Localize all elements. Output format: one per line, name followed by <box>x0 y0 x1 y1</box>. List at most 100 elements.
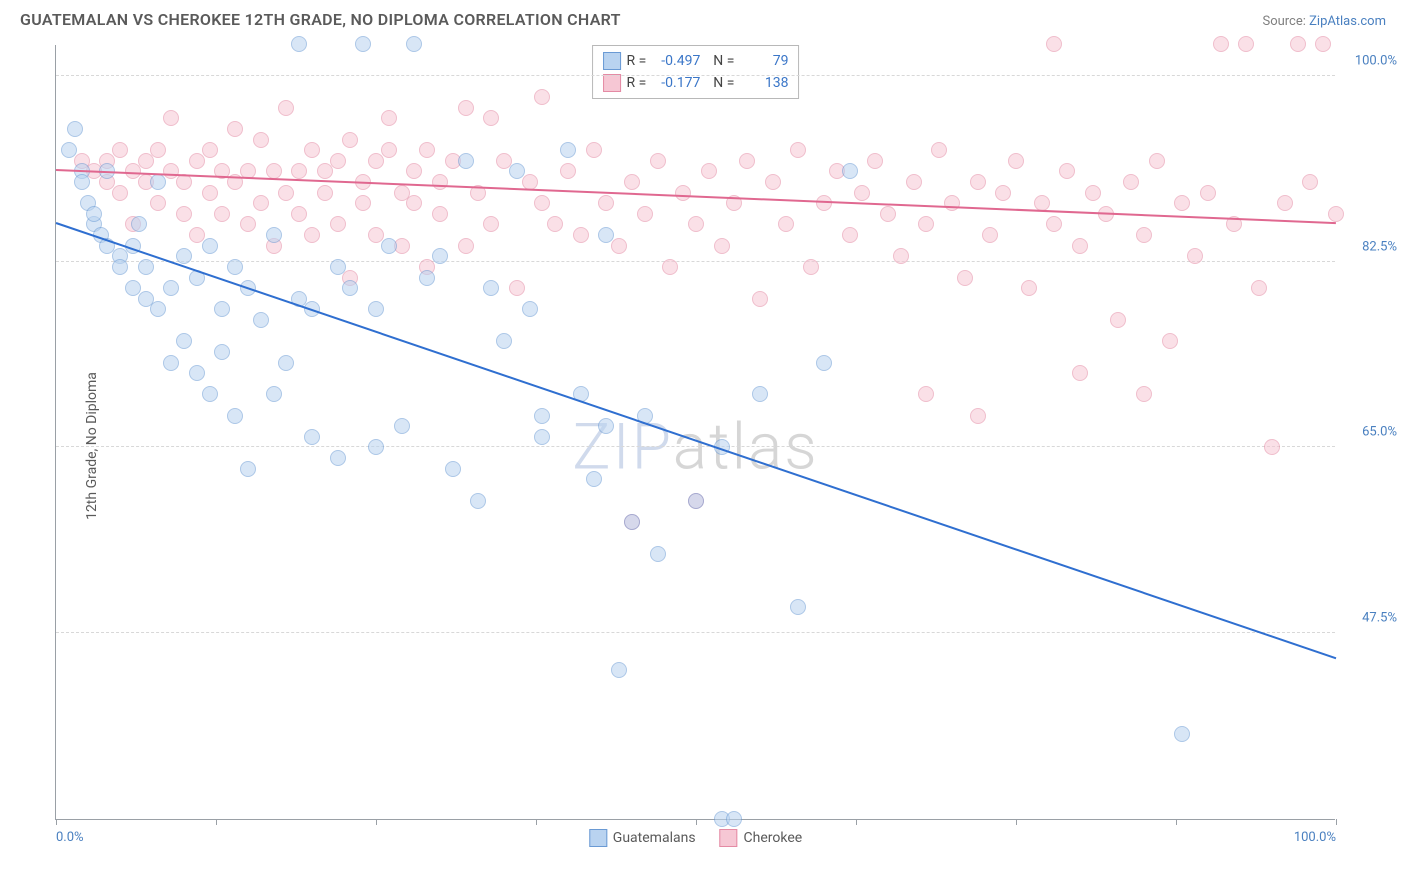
data-point <box>291 163 307 179</box>
data-point <box>330 216 346 232</box>
y-tick-label: 65.0% <box>1362 425 1397 440</box>
data-point <box>534 195 550 211</box>
x-tick-label: 0.0% <box>56 830 84 845</box>
data-point <box>1187 248 1203 264</box>
data-point <box>509 280 525 296</box>
data-point <box>432 206 448 222</box>
data-point <box>1046 36 1062 52</box>
data-point <box>150 301 166 317</box>
data-point <box>970 408 986 424</box>
data-point <box>163 110 179 126</box>
x-tick <box>376 819 377 825</box>
data-point <box>112 259 128 275</box>
data-point <box>611 238 627 254</box>
x-tick <box>1176 819 1177 825</box>
legend-swatch <box>720 829 738 847</box>
data-point <box>611 662 627 678</box>
data-point <box>1174 195 1190 211</box>
data-point <box>394 418 410 434</box>
data-point <box>291 206 307 222</box>
data-point <box>406 163 422 179</box>
data-point <box>202 238 218 254</box>
data-point <box>573 227 589 243</box>
data-point <box>1059 163 1075 179</box>
data-point <box>662 259 678 275</box>
data-point <box>483 280 499 296</box>
data-point <box>202 386 218 402</box>
data-point <box>1085 185 1101 201</box>
data-point <box>470 493 486 509</box>
source-link[interactable]: ZipAtlas.com <box>1309 14 1386 29</box>
legend-label: Cherokee <box>744 830 803 846</box>
data-point <box>368 301 384 317</box>
data-point <box>304 429 320 445</box>
data-point <box>131 216 147 232</box>
data-point <box>1315 36 1331 52</box>
data-point <box>458 153 474 169</box>
data-point <box>61 142 77 158</box>
data-point <box>304 227 320 243</box>
data-point <box>381 142 397 158</box>
data-point <box>598 227 614 243</box>
data-point <box>214 344 230 360</box>
data-point <box>509 163 525 179</box>
data-point <box>496 333 512 349</box>
data-point <box>1072 238 1088 254</box>
data-point <box>1290 36 1306 52</box>
data-point <box>1238 36 1254 52</box>
data-point <box>803 259 819 275</box>
data-point <box>906 174 922 190</box>
gridline <box>56 632 1335 633</box>
data-point <box>918 386 934 402</box>
data-point <box>624 514 640 530</box>
data-point <box>1149 153 1165 169</box>
source-attribution: Source: ZipAtlas.com <box>1262 14 1386 29</box>
stat-n-value: 138 <box>740 75 788 91</box>
data-point <box>355 195 371 211</box>
data-point <box>278 185 294 201</box>
data-point <box>150 195 166 211</box>
data-point <box>291 36 307 52</box>
data-point <box>214 206 230 222</box>
data-point <box>381 110 397 126</box>
data-point <box>189 365 205 381</box>
data-point <box>304 142 320 158</box>
source-prefix: Source: <box>1262 14 1309 29</box>
data-point <box>1200 185 1216 201</box>
x-tick <box>216 819 217 825</box>
x-tick <box>856 819 857 825</box>
data-point <box>278 355 294 371</box>
data-point <box>1136 227 1152 243</box>
data-point <box>176 248 192 264</box>
data-point <box>342 280 358 296</box>
regression-line <box>56 223 1337 660</box>
stats-legend-box: R = -0.497 N = 79R = -0.177 N = 138 <box>592 45 800 99</box>
data-point <box>1213 36 1229 52</box>
data-point <box>586 142 602 158</box>
data-point <box>534 408 550 424</box>
x-tick-label: 100.0% <box>1294 830 1336 845</box>
data-point <box>534 89 550 105</box>
data-point <box>637 206 653 222</box>
data-point <box>330 450 346 466</box>
data-point <box>176 206 192 222</box>
data-point <box>138 259 154 275</box>
data-point <box>355 36 371 52</box>
data-point <box>406 36 422 52</box>
data-point <box>227 121 243 137</box>
data-point <box>688 493 704 509</box>
y-tick-label: 82.5% <box>1362 239 1397 254</box>
data-point <box>458 100 474 116</box>
stat-r-label: R = <box>627 53 647 69</box>
data-point <box>445 461 461 477</box>
data-point <box>1021 280 1037 296</box>
gridline <box>56 261 1335 262</box>
data-point <box>330 259 346 275</box>
data-point <box>406 195 422 211</box>
data-point <box>1174 726 1190 742</box>
data-point <box>880 206 896 222</box>
x-tick <box>56 819 57 825</box>
data-point <box>1302 174 1318 190</box>
stat-r-label: R = <box>627 75 647 91</box>
data-point <box>790 599 806 615</box>
